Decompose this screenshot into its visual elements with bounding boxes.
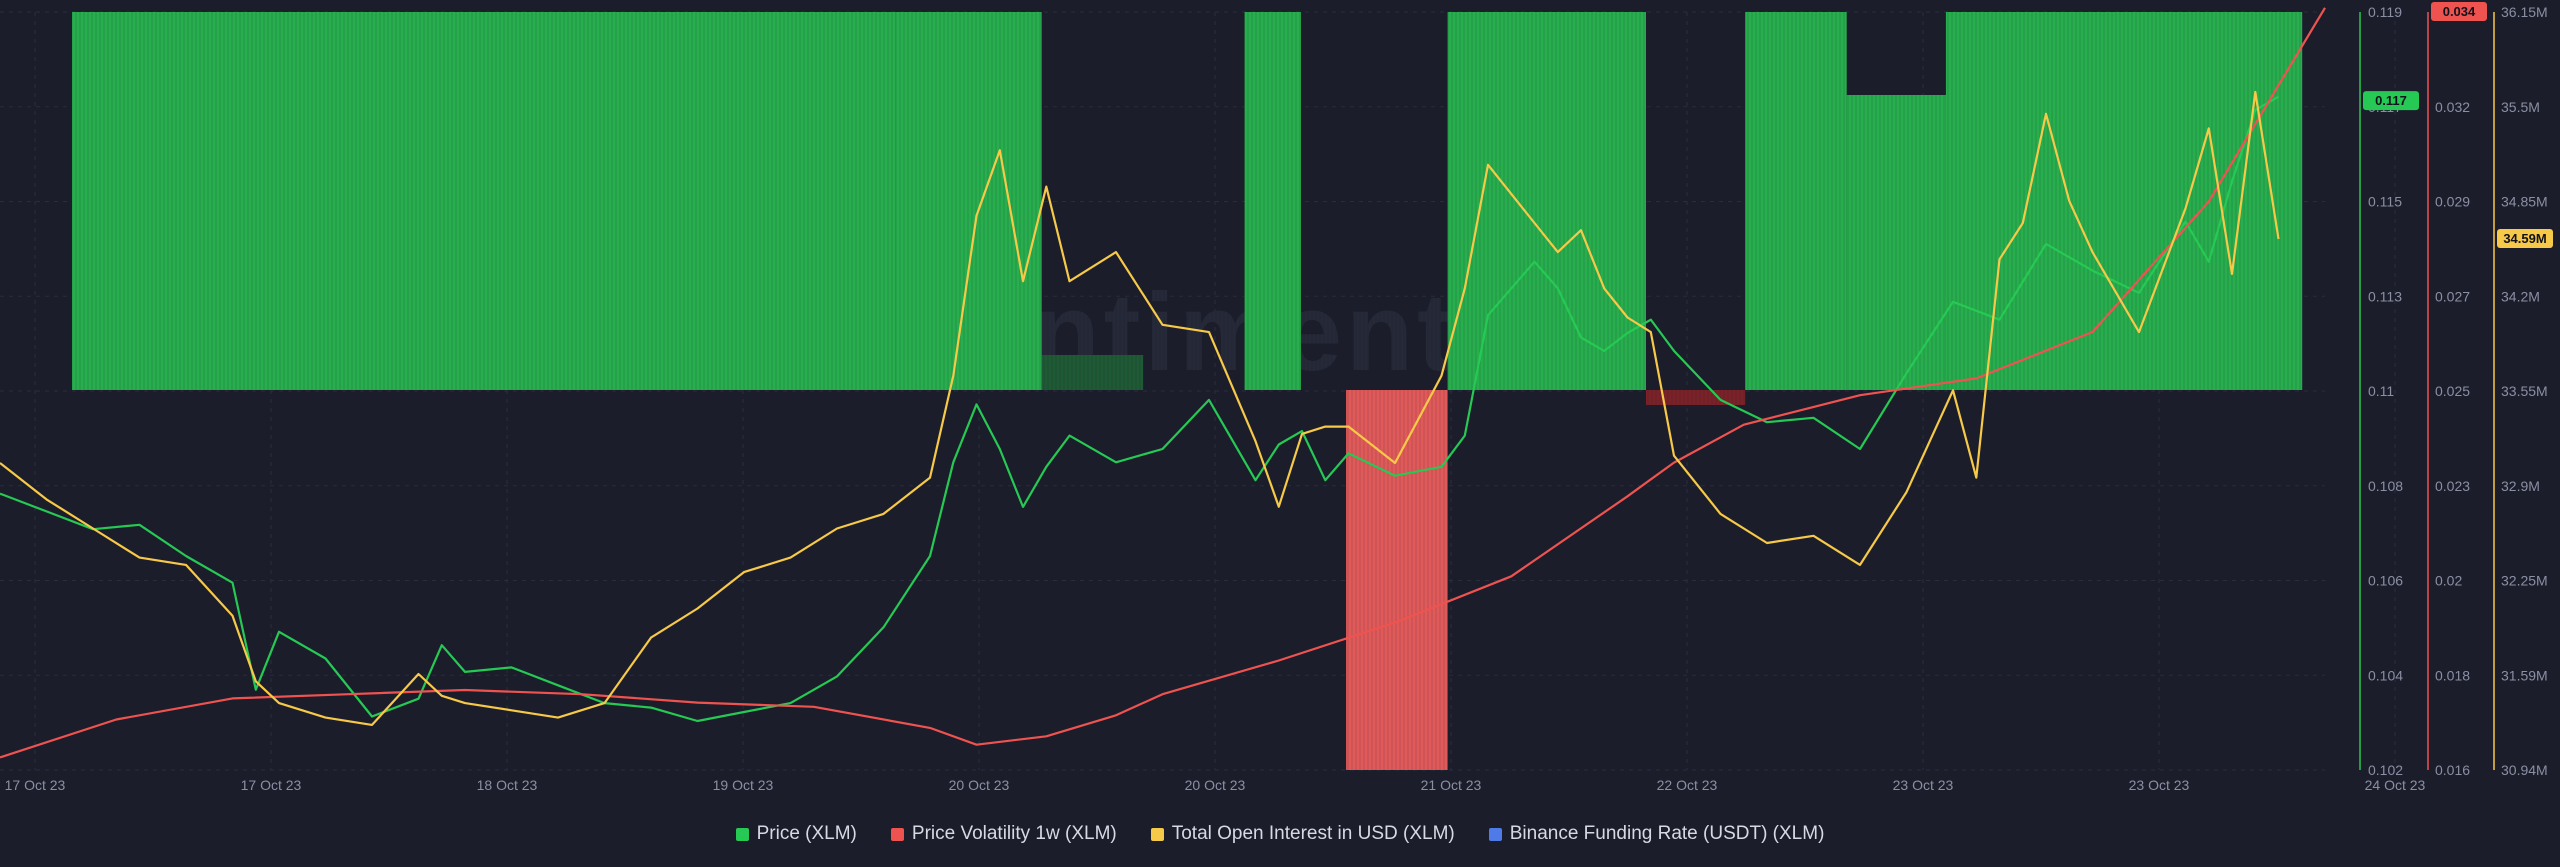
legend-item[interactable]: Price Volatility 1w (XLM) (890, 823, 1117, 845)
series-lines (0, 7, 2326, 759)
funding-bar (1745, 12, 1847, 390)
legend-swatch (735, 827, 749, 841)
funding-bar (1346, 390, 1448, 770)
x-tick-label: 18 Oct 23 (477, 777, 538, 793)
legend-swatch (1150, 827, 1164, 841)
legend-item[interactable]: Price (XLM) (735, 823, 857, 845)
x-tick-label: 20 Oct 23 (1185, 777, 1246, 793)
x-axis: 17 Oct 23 17 Oct 23 18 Oct 23 19 Oct 23 20 O… (5, 777, 2426, 793)
x-tick-label: 20 Oct 23 (949, 777, 1010, 793)
y-tick-label-open_interest: 36.15M (2501, 4, 2548, 20)
y-tick-label-volatility: 0.023 (2435, 478, 2470, 494)
legend: Price (XLM) Price Volatility 1w (XLM) Tota… (0, 818, 2560, 850)
y-tick-label-price: 0.11 (2368, 383, 2394, 399)
legend-swatch (1488, 827, 1502, 841)
y-axes: 0.119 0.117 0.115 0.113 0.11 0.108 0.106 0.104 0… (2359, 2, 2553, 778)
funding-bar (1645, 390, 1746, 405)
current-value-pill-open_interest (2497, 228, 2553, 248)
y-tick-label-price: 0.104 (2368, 667, 2403, 683)
funding-bar (1244, 12, 1301, 390)
funding-bar (72, 12, 896, 390)
x-tick-label: 17 Oct 23 (5, 777, 66, 793)
current-value-label-volatility: 0.034 (2443, 4, 2476, 19)
x-tick-label: 23 Oct 23 (2129, 777, 2190, 793)
x-tick-label: 23 Oct 23 (1893, 777, 1954, 793)
legend-label: Price Volatility 1w (XLM) (911, 823, 1117, 844)
series-line-volatility (0, 7, 2326, 759)
y-tick-label-price: 0.102 (2368, 762, 2403, 778)
x-tick-label: 22 Oct 23 (1657, 777, 1718, 793)
x-tick-label: 17 Oct 23 (241, 777, 302, 793)
current-value-label-price: 0.117 (2375, 93, 2407, 108)
funding-bar (1041, 355, 1144, 390)
y-tick-label-price: 0.119 (2368, 4, 2402, 20)
y-tick-label-open_interest: 31.59M (2501, 667, 2548, 683)
y-tick-label-open_interest: 32.9M (2501, 478, 2540, 494)
y-tick-label-open_interest: 32.25M (2501, 573, 2548, 589)
y-tick-label-volatility: 0.029 (2435, 194, 2470, 210)
funding-bar (1846, 95, 1946, 390)
legend-swatch (890, 827, 904, 841)
funding-bar-texture (71, 12, 2325, 770)
x-tick-label: 21 Oct 23 (1421, 777, 1482, 793)
y-tick-label-open_interest: 30.94M (2501, 762, 2548, 778)
y-tick-label-volatility: 0.018 (2435, 667, 2470, 683)
y-tick-label-price: 0.108 (2368, 478, 2403, 494)
y-tick-label-open_interest: 34.85M (2501, 194, 2548, 210)
x-tick-label: 19 Oct 23 (713, 777, 774, 793)
y-tick-label-volatility: 0.027 (2435, 288, 2470, 304)
y-tick-label-volatility: 0.02 (2435, 573, 2462, 589)
y-tick-label-volatility: 0.032 (2435, 99, 2470, 115)
y-tick-label-open_interest: 34.2M (2501, 288, 2540, 304)
legend-label: Total Open Interest in USD (XLM) (1171, 823, 1455, 844)
x-tick-label: 24 Oct 23 (2365, 777, 2426, 793)
y-tick-label-open_interest: 35.5M (2501, 99, 2540, 115)
current-value-pill-volatility (2431, 2, 2487, 21)
y-tick-label-volatility: 0.025 (2435, 383, 2470, 399)
current-value-pill-price (2363, 91, 2419, 111)
current-value-label-open_interest: 34.59M (2503, 231, 2546, 246)
legend-label: Binance Funding Rate (USDT) (XLM) (1509, 823, 1825, 844)
y-tick-label-open_interest: 33.55M (2501, 383, 2548, 399)
y-tick-label-price: 0.115 (2368, 194, 2402, 210)
funding-rate-bars (71, 12, 2325, 770)
legend-label: Price (XLM) (756, 823, 857, 844)
y-tick-label-volatility: 0.016 (2435, 762, 2470, 778)
legend-item[interactable]: Total Open Interest in USD (XLM) (1150, 823, 1455, 845)
y-tick-label-price: 0.113 (2368, 288, 2402, 304)
legend-item[interactable]: Binance Funding Rate (USDT) (XLM) (1488, 823, 1825, 845)
y-tick-label-price: 0.106 (2368, 573, 2403, 589)
funding-bar (895, 12, 974, 390)
series-line-open_interest (0, 90, 2280, 727)
funding-bar (1945, 12, 2303, 390)
